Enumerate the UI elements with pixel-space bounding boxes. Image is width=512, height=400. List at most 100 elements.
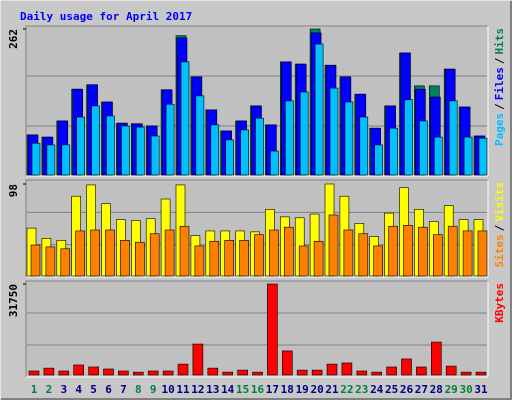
- x-tick-label: 10: [161, 383, 174, 396]
- bar: [371, 371, 383, 376]
- legend-entry: Sites: [493, 234, 506, 267]
- legend-entry: Visits: [493, 182, 506, 222]
- bar: [433, 136, 443, 176]
- bar: [121, 125, 130, 176]
- bar: [403, 225, 413, 277]
- bar: [374, 144, 384, 176]
- x-tick-label: 25: [385, 383, 398, 396]
- x-tick-label: 19: [296, 383, 309, 396]
- bar: [475, 371, 487, 376]
- x-tick-label: 12: [191, 383, 204, 396]
- bar: [105, 229, 115, 277]
- bar: [192, 343, 204, 376]
- x-tick-label: 23: [355, 383, 368, 396]
- x-tick-label: 11: [176, 383, 190, 396]
- bar: [224, 240, 234, 277]
- x-tick-label: 15: [236, 383, 249, 396]
- x-tick-label: 21: [325, 383, 339, 396]
- legend: KBytes: [493, 283, 506, 323]
- bar: [91, 105, 100, 176]
- bar: [103, 368, 114, 376]
- bar: [179, 225, 190, 277]
- bar: [237, 369, 248, 376]
- bar: [329, 87, 339, 176]
- bar: [389, 127, 398, 176]
- bar: [404, 99, 413, 176]
- bar: [386, 366, 397, 376]
- bar: [343, 229, 354, 277]
- bar: [460, 371, 472, 376]
- bar: [478, 137, 488, 176]
- y-tick-label: 98: [7, 184, 20, 197]
- x-tick-label: 6: [105, 383, 112, 396]
- bar: [30, 244, 41, 277]
- x-tick-label: 17: [266, 383, 279, 396]
- x-tick-label: 30: [459, 383, 472, 396]
- bar: [133, 371, 144, 376]
- bar: [240, 129, 249, 176]
- bar: [445, 365, 457, 376]
- bar: [299, 91, 309, 176]
- bar: [341, 362, 353, 376]
- bar: [284, 100, 294, 176]
- bar: [106, 115, 115, 176]
- legend: Sites / Visits: [493, 182, 506, 268]
- bar: [225, 139, 234, 176]
- x-tick-label: 20: [310, 383, 323, 396]
- legend-entry: Files: [493, 67, 506, 100]
- bar: [358, 233, 369, 277]
- x-tick-label: 7: [120, 383, 127, 396]
- bar: [76, 116, 85, 176]
- bar: [136, 126, 145, 176]
- legend-entry: Pages: [493, 113, 506, 146]
- legend-separator: /: [493, 103, 506, 110]
- bar: [255, 117, 264, 176]
- bar: [373, 245, 384, 277]
- bar: [31, 142, 41, 176]
- x-tick-label: 1: [31, 383, 38, 396]
- bar: [60, 248, 71, 277]
- bar: [28, 370, 40, 376]
- bar: [73, 364, 84, 376]
- bar: [209, 240, 220, 277]
- legend-separator: /: [493, 224, 506, 231]
- bar: [283, 226, 294, 277]
- y-tick-label: 262: [7, 29, 20, 49]
- bar: [222, 371, 233, 376]
- x-tick-label: 3: [60, 383, 67, 396]
- x-tick-label: 24: [370, 383, 384, 396]
- bar: [388, 225, 398, 277]
- bar: [252, 371, 263, 376]
- legend-entry: Hits: [493, 28, 506, 55]
- bar: [296, 369, 308, 376]
- bar: [281, 350, 293, 376]
- bar: [164, 229, 175, 277]
- bar: [313, 240, 324, 277]
- bar: [328, 214, 339, 277]
- bar: [314, 43, 324, 176]
- x-tick-label: 31: [474, 383, 488, 396]
- bar: [150, 135, 160, 176]
- x-tick-label: 4: [75, 383, 82, 396]
- bar: [326, 363, 338, 376]
- x-tick-label: 8: [135, 383, 142, 396]
- bar: [75, 230, 85, 277]
- chart-title: Daily usage for April 2017: [20, 10, 192, 23]
- bar: [147, 370, 159, 376]
- x-tick-label: 16: [251, 383, 265, 396]
- bar: [90, 229, 100, 277]
- bar: [270, 150, 279, 176]
- bar: [180, 61, 190, 176]
- x-tick-label: 13: [206, 383, 219, 396]
- bar: [239, 240, 249, 277]
- bar: [45, 246, 56, 277]
- bar: [477, 230, 488, 277]
- x-tick-label: 26: [400, 383, 414, 396]
- x-tick-label: 14: [221, 383, 235, 396]
- bar: [46, 144, 56, 176]
- bar: [194, 245, 205, 277]
- y-tick-label: 31750: [7, 284, 20, 317]
- bar: [298, 245, 309, 277]
